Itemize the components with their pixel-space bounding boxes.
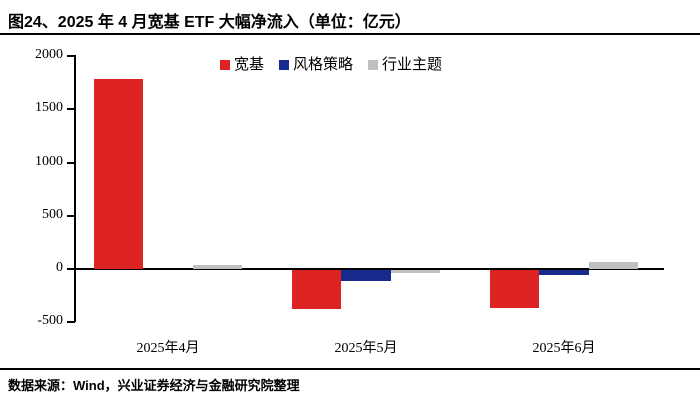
legend-label: 宽基 <box>234 56 265 73</box>
legend-item-style-strategy: 风格策略 <box>279 57 353 72</box>
legend-label: 行业主题 <box>382 56 443 73</box>
data-source: 数据来源：Wind，兴业证券经济与金融研究院整理 <box>8 378 300 393</box>
y-tick-label: 1000 <box>35 153 63 169</box>
zero-baseline <box>74 268 664 270</box>
y-tick-mark <box>67 214 75 217</box>
bar-industry-theme-1 <box>390 270 441 273</box>
legend-swatch-icon <box>368 59 379 70</box>
legend-swatch-icon <box>220 59 230 70</box>
title-divider <box>0 33 700 35</box>
chart-legend: 宽基 风格策略 行业主题 <box>220 57 442 72</box>
bar-broad-based-1 <box>291 270 342 310</box>
bar-broad-based-2 <box>489 270 540 308</box>
x-tick-label: 2025年5月 <box>334 341 398 356</box>
y-tick-mark <box>67 161 75 164</box>
figure-title: 图24、2025 年 4 月宽基 ETF 大幅净流入（单位：亿元） <box>8 14 411 31</box>
y-tick-mark <box>67 321 75 324</box>
x-tick-label: 2025年6月 <box>532 341 596 356</box>
x-tick-label: 2025年4月 <box>136 341 200 356</box>
y-tick-label: -500 <box>37 313 63 329</box>
bar-broad-based-0 <box>93 79 144 269</box>
y-tick-mark <box>67 268 75 270</box>
footer-divider <box>0 368 700 370</box>
y-tick-mark <box>67 108 75 111</box>
legend-item-broad-based: 宽基 <box>220 57 264 72</box>
y-tick-mark <box>67 55 75 57</box>
y-axis-line <box>74 55 76 322</box>
bar-industry-theme-2 <box>588 261 639 269</box>
bar-industry-theme-0 <box>192 265 243 269</box>
bar-style-strategy-1 <box>341 270 391 282</box>
bar-style-strategy-2 <box>539 270 589 275</box>
y-tick-label: 2000 <box>35 47 63 62</box>
y-tick-label: 1500 <box>35 100 63 116</box>
legend-item-industry-theme: 行业主题 <box>368 57 442 72</box>
legend-label: 风格策略 <box>293 56 354 73</box>
y-tick-label: 0 <box>56 260 63 275</box>
legend-swatch-icon <box>279 59 290 70</box>
y-tick-label: 500 <box>42 206 63 222</box>
